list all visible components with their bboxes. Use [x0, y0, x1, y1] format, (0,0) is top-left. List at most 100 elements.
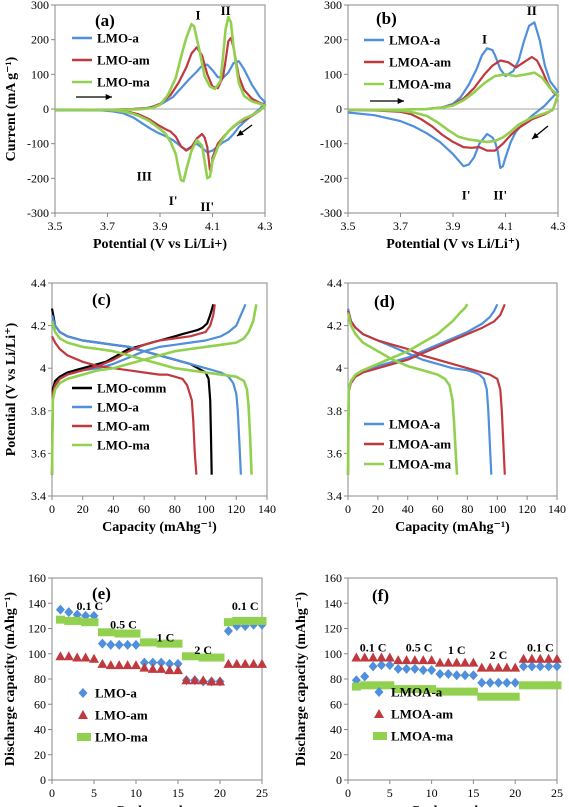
legend-swatch — [373, 732, 387, 740]
y-tick-label: 20 — [330, 748, 342, 762]
x-tick-label: 10 — [426, 786, 438, 800]
legend-entry: LMO-ma — [97, 75, 150, 90]
peak-label: III — [137, 169, 152, 184]
data-point-LMO-ma — [173, 639, 183, 648]
data-point-LMOA-am — [451, 657, 462, 667]
data-point-LMOA-ma — [502, 692, 512, 701]
data-point-LMOA-am — [552, 653, 562, 663]
y-tick-label: 4.2 — [31, 319, 46, 333]
data-point-LMO-a — [106, 639, 116, 650]
peak-label: I — [196, 7, 201, 22]
legend-entry: LMO-am — [97, 419, 150, 434]
rate-label: 1 C — [448, 643, 466, 657]
plot-frame — [347, 577, 558, 781]
panel-label: (c) — [92, 290, 111, 309]
x-tick-label: 0 — [345, 786, 351, 800]
data-point-LMO-ma — [165, 639, 175, 648]
x-tick-label: 40 — [107, 502, 119, 516]
rate-label: 0.1 C — [232, 599, 259, 613]
data-point-LMO-ma — [232, 616, 242, 625]
legend-entry: LMO-ma — [97, 438, 150, 453]
data-point-LMOA-a — [527, 661, 537, 672]
data-point-LMOA-am — [351, 652, 362, 662]
legend-entry: LMOA-am — [391, 707, 453, 722]
series-LMO-a — [54, 60, 267, 154]
y-tick-label: 0 — [40, 773, 46, 787]
data-point-LMOA-a — [418, 665, 428, 676]
data-point-LMOA-am — [468, 657, 479, 667]
series-line-LMOA-ma — [347, 71, 560, 144]
data-point-LMOA-am — [443, 657, 454, 667]
data-point-LMOA-a — [368, 661, 378, 672]
y-tick-label: 20 — [34, 748, 46, 762]
series-line-LMO-a — [54, 60, 267, 154]
x-axis-label: Capacity (mAhg⁻¹) — [102, 520, 217, 535]
data-point-LMOA-ma — [410, 685, 420, 694]
x-tick-label: 120 — [227, 502, 245, 516]
y-tick-label: 0 — [43, 102, 49, 116]
y-tick-label: 120 — [28, 622, 46, 636]
y-tick-label: 100 — [28, 647, 46, 661]
data-point-LMOA-am — [535, 653, 546, 663]
x-tick-label: 4.1 — [205, 219, 220, 233]
data-point-LMOA-a — [477, 677, 487, 688]
data-point-LMO-ma — [249, 616, 259, 625]
data-point-LMO-ma — [89, 618, 99, 627]
data-point-LMOA-am — [401, 655, 412, 665]
series-LMO-ma — [55, 15, 267, 183]
data-point-LMO-am — [105, 660, 116, 670]
legend-entry: LMO-am — [97, 53, 150, 68]
data-point-LMOA-am — [434, 657, 445, 667]
series-LMOA-ma — [346, 303, 469, 475]
x-tick-label: 80 — [169, 502, 181, 516]
rate-label: 0.1 C — [76, 599, 103, 613]
scan-arrow-reverse-head — [237, 129, 244, 136]
x-tick-label: 120 — [518, 502, 536, 516]
data-point-LMOA-ma — [552, 681, 562, 690]
y-tick-label: -200 — [27, 171, 49, 185]
legend-entry: LMO-a — [97, 31, 139, 46]
panel-label: (d) — [374, 292, 395, 311]
scan-arrow-forward-head — [105, 93, 112, 101]
data-point-LMO-ma — [148, 638, 158, 647]
data-point-LMOA-a — [502, 677, 512, 688]
y-tick-label: 40 — [34, 723, 46, 737]
series-LMOA-a — [351, 660, 562, 688]
data-point-LMOA-a — [427, 665, 437, 676]
y-tick-label: 160 — [324, 571, 342, 585]
y-axis-label: Discharge capacity (mAhg⁻¹) — [3, 592, 18, 766]
data-point-LMO-ma — [139, 638, 149, 647]
y-axis-label: Potential (V vs Li/Li⁺) — [4, 322, 19, 456]
legend-entry: LMOA-a — [391, 685, 443, 700]
y-tick-label: 0 — [336, 773, 342, 787]
data-point-LMOA-a — [544, 661, 554, 672]
data-point-LMO-am — [257, 658, 267, 668]
data-point-LMOA-a — [468, 670, 478, 681]
data-point-LMO-ma — [207, 653, 217, 662]
peak-label: I' — [462, 188, 471, 203]
panel-c: 3.4 3.6 3.8 4 4.2 4.4 0 20 40 60 80 100 120 140 Capaci… — [4, 276, 276, 535]
y-tick-label: 60 — [330, 697, 342, 711]
series-LMOA-am — [347, 55, 560, 152]
data-point-LMO-a — [156, 657, 166, 668]
x-tick-label: 140 — [258, 502, 276, 516]
panel-d: 3.4 3.6 3.8 4 4.2 4.4 0 20 40 60 80 100 120 140 Capaci… — [327, 276, 566, 535]
data-point-LMO-am — [215, 676, 225, 686]
data-point-LMO-ma — [198, 653, 208, 662]
x-tick-label: 40 — [402, 502, 414, 516]
data-point-LMOA-am — [476, 662, 487, 672]
data-point-LMOA-ma — [435, 687, 445, 696]
data-point-LMOA-am — [393, 655, 404, 665]
legend-entry: LMOA-ma — [389, 77, 452, 92]
y-tick-label: 80 — [330, 672, 342, 686]
data-point-LMOA-a — [435, 668, 445, 679]
data-point-LMOA-am — [376, 652, 387, 662]
data-point-LMOA-am — [426, 655, 437, 665]
data-point-LMO-ma — [223, 618, 233, 627]
y-tick-label: 4 — [336, 361, 342, 375]
data-point-LMOA-am — [518, 653, 529, 663]
data-point-LMO-am — [198, 675, 209, 685]
legend-swatch — [78, 710, 88, 719]
legend-swatch — [78, 688, 88, 698]
data-point-LMOA-am — [510, 662, 521, 672]
